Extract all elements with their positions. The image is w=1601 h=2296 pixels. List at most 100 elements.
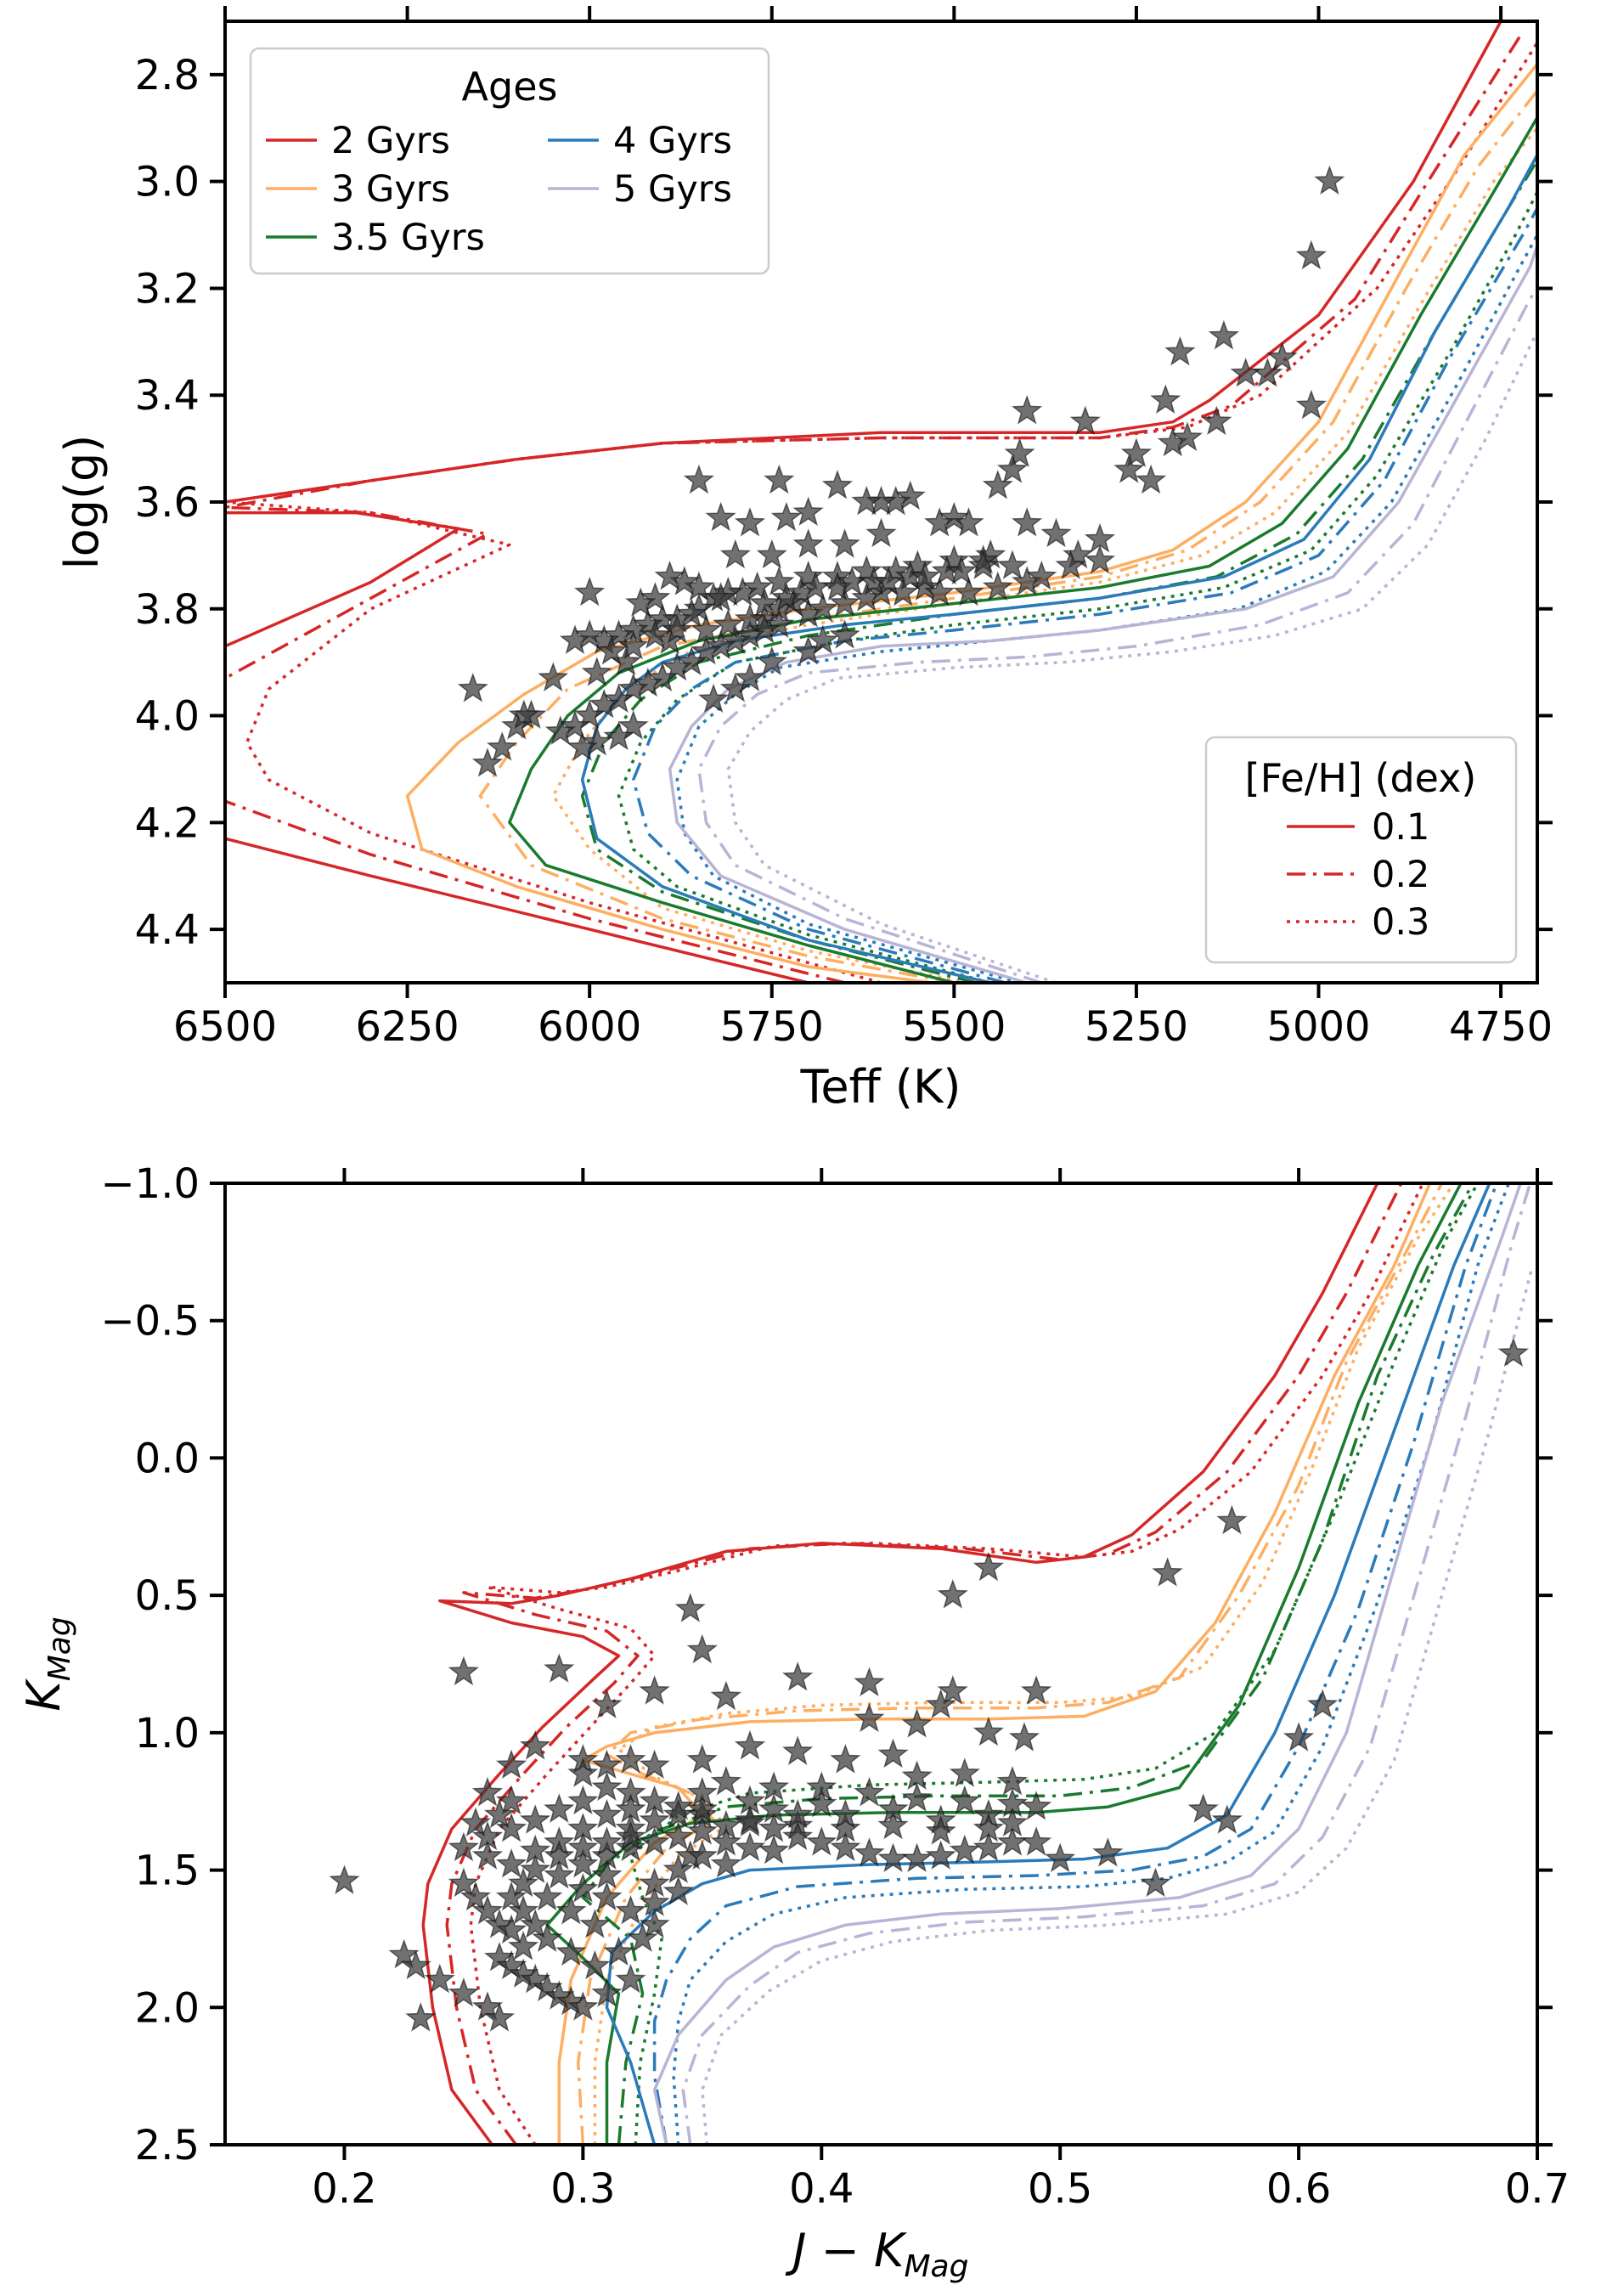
bottom-star-point	[495, 1914, 527, 1944]
top-star-point	[894, 480, 927, 511]
bottom-star-point	[686, 1633, 719, 1664]
bottom-star-point	[877, 1809, 909, 1840]
bottom-star-point	[1497, 1337, 1530, 1368]
top-star-point	[646, 662, 679, 692]
bottom-y-tick-label: −1.0	[100, 1160, 200, 1208]
bottom-star-point	[639, 1887, 670, 1916]
bottom-star-point	[471, 1894, 504, 1925]
ages-legend-title: Ages	[462, 64, 558, 110]
top-star-point	[734, 618, 766, 649]
bottom-star-point	[1306, 1689, 1339, 1719]
bottom-star-point	[925, 1840, 956, 1870]
bottom-star-point	[424, 1963, 456, 1994]
top-isochrone-3gyr-feh0-2	[478, 89, 1537, 983]
bottom-star-point	[1020, 1825, 1052, 1856]
bottom-star-point	[781, 1820, 814, 1851]
bottom-star-point	[901, 1760, 933, 1791]
bottom-star-point	[1152, 1557, 1183, 1587]
bottom-star-point	[615, 1744, 646, 1774]
bottom-star-point	[495, 1785, 527, 1815]
bottom-x-tick-label: 0.5	[1028, 2165, 1092, 2213]
bottom-star-point	[483, 1798, 516, 1829]
bottom-star-point	[758, 1834, 790, 1864]
bottom-star-point	[567, 1757, 599, 1787]
bottom-star-point	[495, 1848, 527, 1878]
top-star-point	[821, 469, 854, 499]
top-isochrones	[225, 21, 1537, 983]
top-star-point	[807, 592, 839, 623]
top-star-point	[996, 550, 1029, 579]
bottom-star-point	[901, 1782, 933, 1812]
top-star-point	[770, 501, 803, 532]
bottom-star-point	[686, 1776, 719, 1807]
bottom-star-point	[555, 1894, 587, 1925]
bottom-isochrone-4gyr-feh0-3	[672, 1183, 1510, 2145]
top-y-tick-label: 3.8	[135, 586, 200, 634]
bottom-star-point	[1020, 1675, 1052, 1705]
top-star-point	[829, 528, 860, 558]
bottom-star-point	[615, 1831, 646, 1862]
bottom-star-point	[1092, 1837, 1124, 1867]
bottom-plot-frame	[223, 1182, 1539, 2147]
bottom-isochrone-2gyr-feh0-3	[469, 1183, 1424, 2145]
bottom-y-tick-label: 2.0	[135, 1984, 200, 2032]
top-star-point	[617, 629, 649, 660]
top-star-point	[1314, 165, 1345, 195]
bottom-isochrones	[421, 1183, 1535, 2145]
top-star-point	[544, 715, 577, 745]
top-star-point	[792, 496, 824, 527]
top-isochrone-4gyr-feh0-1	[580, 154, 1537, 983]
top-star-point	[923, 507, 956, 537]
top-star-point	[486, 731, 518, 761]
legend-label-3-5-gyrs: 3.5 Gyrs	[331, 217, 485, 259]
bottom-isochrone-2gyr-feh0-1	[421, 1183, 1379, 2145]
bottom-star-point	[1140, 1867, 1171, 1898]
bottom-y-axis-label: KMag	[17, 1616, 77, 1711]
top-star-point	[829, 618, 860, 649]
bottom-y-tick-label: 1.5	[135, 1848, 200, 1895]
top-star-point	[865, 517, 897, 548]
bottom-star-point	[567, 1873, 599, 1903]
bottom-star-point	[996, 1807, 1029, 1837]
bottom-star-point	[674, 1593, 706, 1622]
bottom-star-point	[854, 1837, 885, 1867]
top-star-point	[996, 454, 1029, 483]
top-star-point	[705, 582, 736, 612]
bottom-isochrone-3gyr-feh0-3	[593, 1183, 1456, 2145]
bottom-star-point	[591, 1859, 623, 1889]
top-isochrone-5gyr-feh0-3	[726, 330, 1537, 983]
bottom-x-tick-label: 0.2	[312, 2165, 376, 2213]
bottom-star-point	[544, 1840, 575, 1870]
top-star-point	[1164, 336, 1196, 366]
legend-label-3-gyrs: 3 Gyrs	[331, 168, 450, 211]
top-star-point	[705, 501, 736, 532]
top-star-point	[691, 613, 722, 644]
ages-legend-box	[249, 47, 770, 275]
bottom-x-tick-label: 0.6	[1266, 2165, 1331, 2213]
top-star-point	[764, 566, 795, 595]
bottom-star-point	[1211, 1804, 1243, 1834]
bottom-star-point	[507, 1867, 539, 1898]
bottom-star-point	[639, 1826, 670, 1856]
bottom-star-point	[949, 1757, 981, 1787]
bottom-star-point	[507, 1894, 539, 1925]
legend-label-4-gyrs: 4 Gyrs	[613, 120, 732, 162]
bottom-star-point	[806, 1787, 837, 1818]
top-star-point	[559, 709, 591, 740]
top-star-point	[1004, 437, 1035, 467]
bottom-star-point	[603, 1936, 634, 1966]
top-y-tick-label: 3.4	[135, 372, 200, 420]
top-star-point	[1135, 464, 1167, 494]
top-isochrone-3-5gyr-feh0-3	[617, 191, 1537, 983]
bottom-star-point	[925, 1689, 956, 1719]
top-star-point	[829, 587, 860, 617]
bottom-star-point	[591, 1771, 623, 1802]
feh-legend: [Fe/H] (dex) 0.1 0.2 0.3	[1204, 736, 1518, 964]
bottom-star-point	[459, 1881, 492, 1911]
top-isochrone-5gyr-feh0-1	[668, 245, 1537, 983]
bottom-stars	[329, 1337, 1530, 2032]
top-star-point	[1266, 341, 1298, 371]
top-star-point	[471, 747, 504, 777]
